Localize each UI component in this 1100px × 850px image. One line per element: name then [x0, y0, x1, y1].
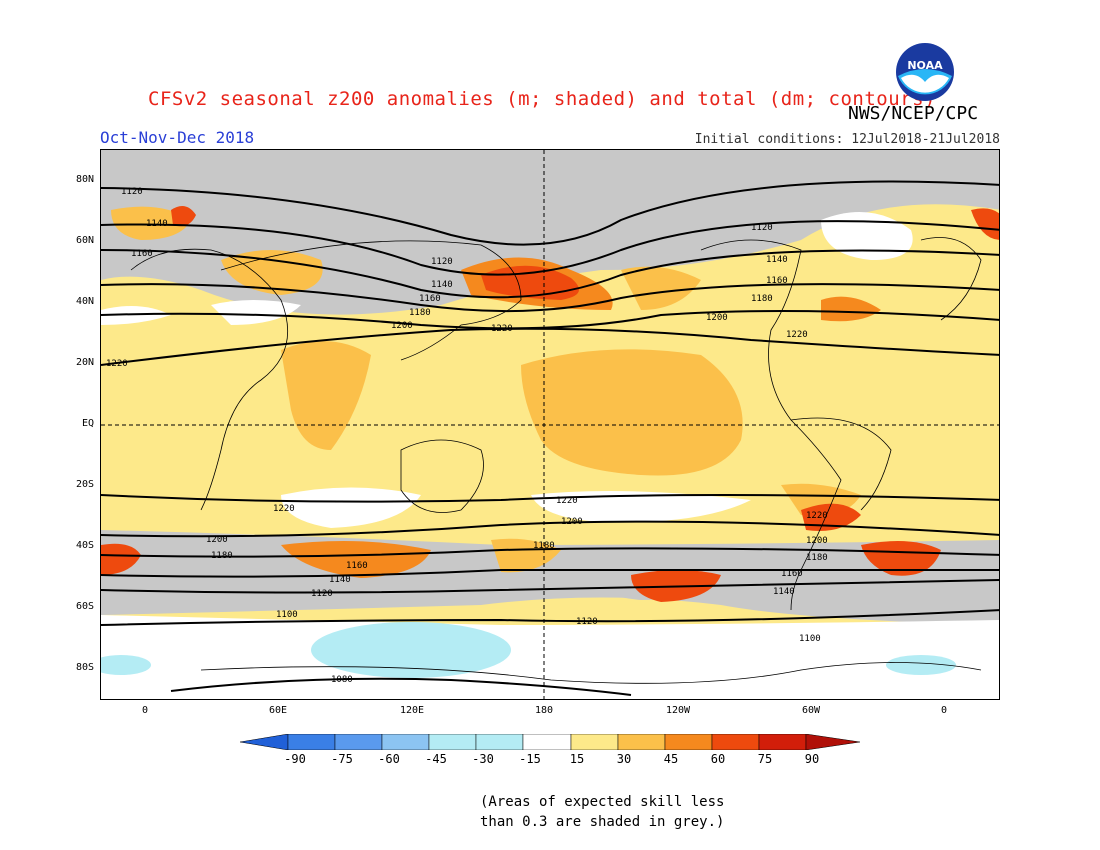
colorbar-tick: -60 — [378, 752, 400, 766]
contour-label: 1160 — [766, 276, 788, 286]
colorbar-tick: 15 — [569, 752, 585, 766]
chart-title: CFSv2 seasonal z200 anomalies (m; shaded… — [148, 88, 936, 110]
colorbar-tick: -15 — [519, 752, 541, 766]
contour-label: 1080 — [331, 675, 353, 685]
lat-label: 80N — [75, 174, 94, 185]
lon-label: 120W — [665, 705, 691, 716]
contour-label: 1140 — [146, 219, 168, 229]
contour-label: 1200 — [806, 536, 828, 546]
lon-label: 0 — [141, 705, 149, 716]
lat-label: 20N — [75, 357, 94, 368]
lon-label: 60E — [268, 705, 288, 716]
initial-conditions: Initial conditions: 12Jul2018-21Jul2018 — [694, 132, 1000, 147]
agency-label: NWS/NCEP/CPC — [848, 103, 979, 124]
lon-label: 180 — [534, 705, 554, 716]
contour-label: 1140 — [431, 280, 453, 290]
contour-label: 1200 — [391, 321, 413, 331]
colorbar-tick: -90 — [284, 752, 306, 766]
lat-label: 40S — [75, 540, 94, 551]
contour-label: 1120 — [576, 617, 598, 627]
colorbar-tick: 60 — [710, 752, 726, 766]
contour-label: 1200 — [706, 313, 728, 323]
contour-label: 1160 — [781, 569, 803, 579]
season-label: Oct-Nov-Dec 2018 — [100, 128, 255, 147]
contour-label: 1220 — [786, 330, 808, 340]
colorbar-tick: 30 — [616, 752, 632, 766]
contour-label: 1160 — [131, 249, 153, 259]
contour-label: 1180 — [751, 294, 773, 304]
lat-label: 60S — [75, 601, 94, 612]
contour-label: 1120 — [311, 589, 333, 599]
colorbar — [240, 734, 860, 750]
contour-label: 1180 — [533, 541, 555, 551]
contour-label: 1100 — [799, 634, 821, 644]
contour-label: 1120 — [121, 187, 143, 197]
lon-label: 0 — [940, 705, 948, 716]
footnote: (Areas of expected skill less than 0.3 a… — [480, 792, 724, 832]
footnote-line-1: (Areas of expected skill less — [480, 794, 725, 810]
map-canvas: 1120 1140 1160 1120 1140 1160 1180 1200 … — [101, 150, 999, 699]
contour-label: 1160 — [419, 294, 441, 304]
contour-label: 1180 — [806, 553, 828, 563]
contour-label: 1220 — [556, 496, 578, 506]
contour-label: 1140 — [329, 575, 351, 585]
contour-label: 1140 — [766, 255, 788, 265]
contour-label: 1160 — [346, 561, 368, 571]
lon-label: 120E — [399, 705, 425, 716]
colorbar-tick: 45 — [663, 752, 679, 766]
lat-label: EQ — [81, 418, 94, 429]
colorbar-tick: 75 — [757, 752, 773, 766]
anomaly-map: 1120 1140 1160 1120 1140 1160 1180 1200 … — [100, 149, 1000, 700]
contour-label: 1220 — [106, 359, 128, 369]
colorbar-tick: 90 — [804, 752, 820, 766]
noaa-logo: NOAA — [896, 43, 954, 101]
contour-label: 1220 — [806, 511, 828, 521]
contour-label: 1140 — [773, 587, 795, 597]
contour-label: 1120 — [431, 257, 453, 267]
lat-label: 60N — [75, 235, 94, 246]
lon-label: 60W — [801, 705, 821, 716]
contour-label: 1220 — [273, 504, 295, 514]
contour-label: 1120 — [751, 223, 773, 233]
lat-label: 20S — [75, 479, 94, 490]
contour-label: 1100 — [276, 610, 298, 620]
noaa-logo-text: NOAA — [907, 59, 943, 72]
contour-label: 1180 — [211, 551, 233, 561]
contour-label: 1220 — [491, 324, 513, 334]
lat-label: 80S — [75, 662, 94, 673]
contour-label: 1180 — [409, 308, 431, 318]
contour-label: 1200 — [561, 517, 583, 527]
colorbar-tick: -45 — [425, 752, 447, 766]
colorbar-tick: -75 — [331, 752, 353, 766]
lat-label: 40N — [75, 296, 94, 307]
contour-label: 1200 — [206, 535, 228, 545]
colorbar-tick: -30 — [472, 752, 494, 766]
footnote-line-2: than 0.3 are shaded in grey.) — [480, 814, 725, 830]
